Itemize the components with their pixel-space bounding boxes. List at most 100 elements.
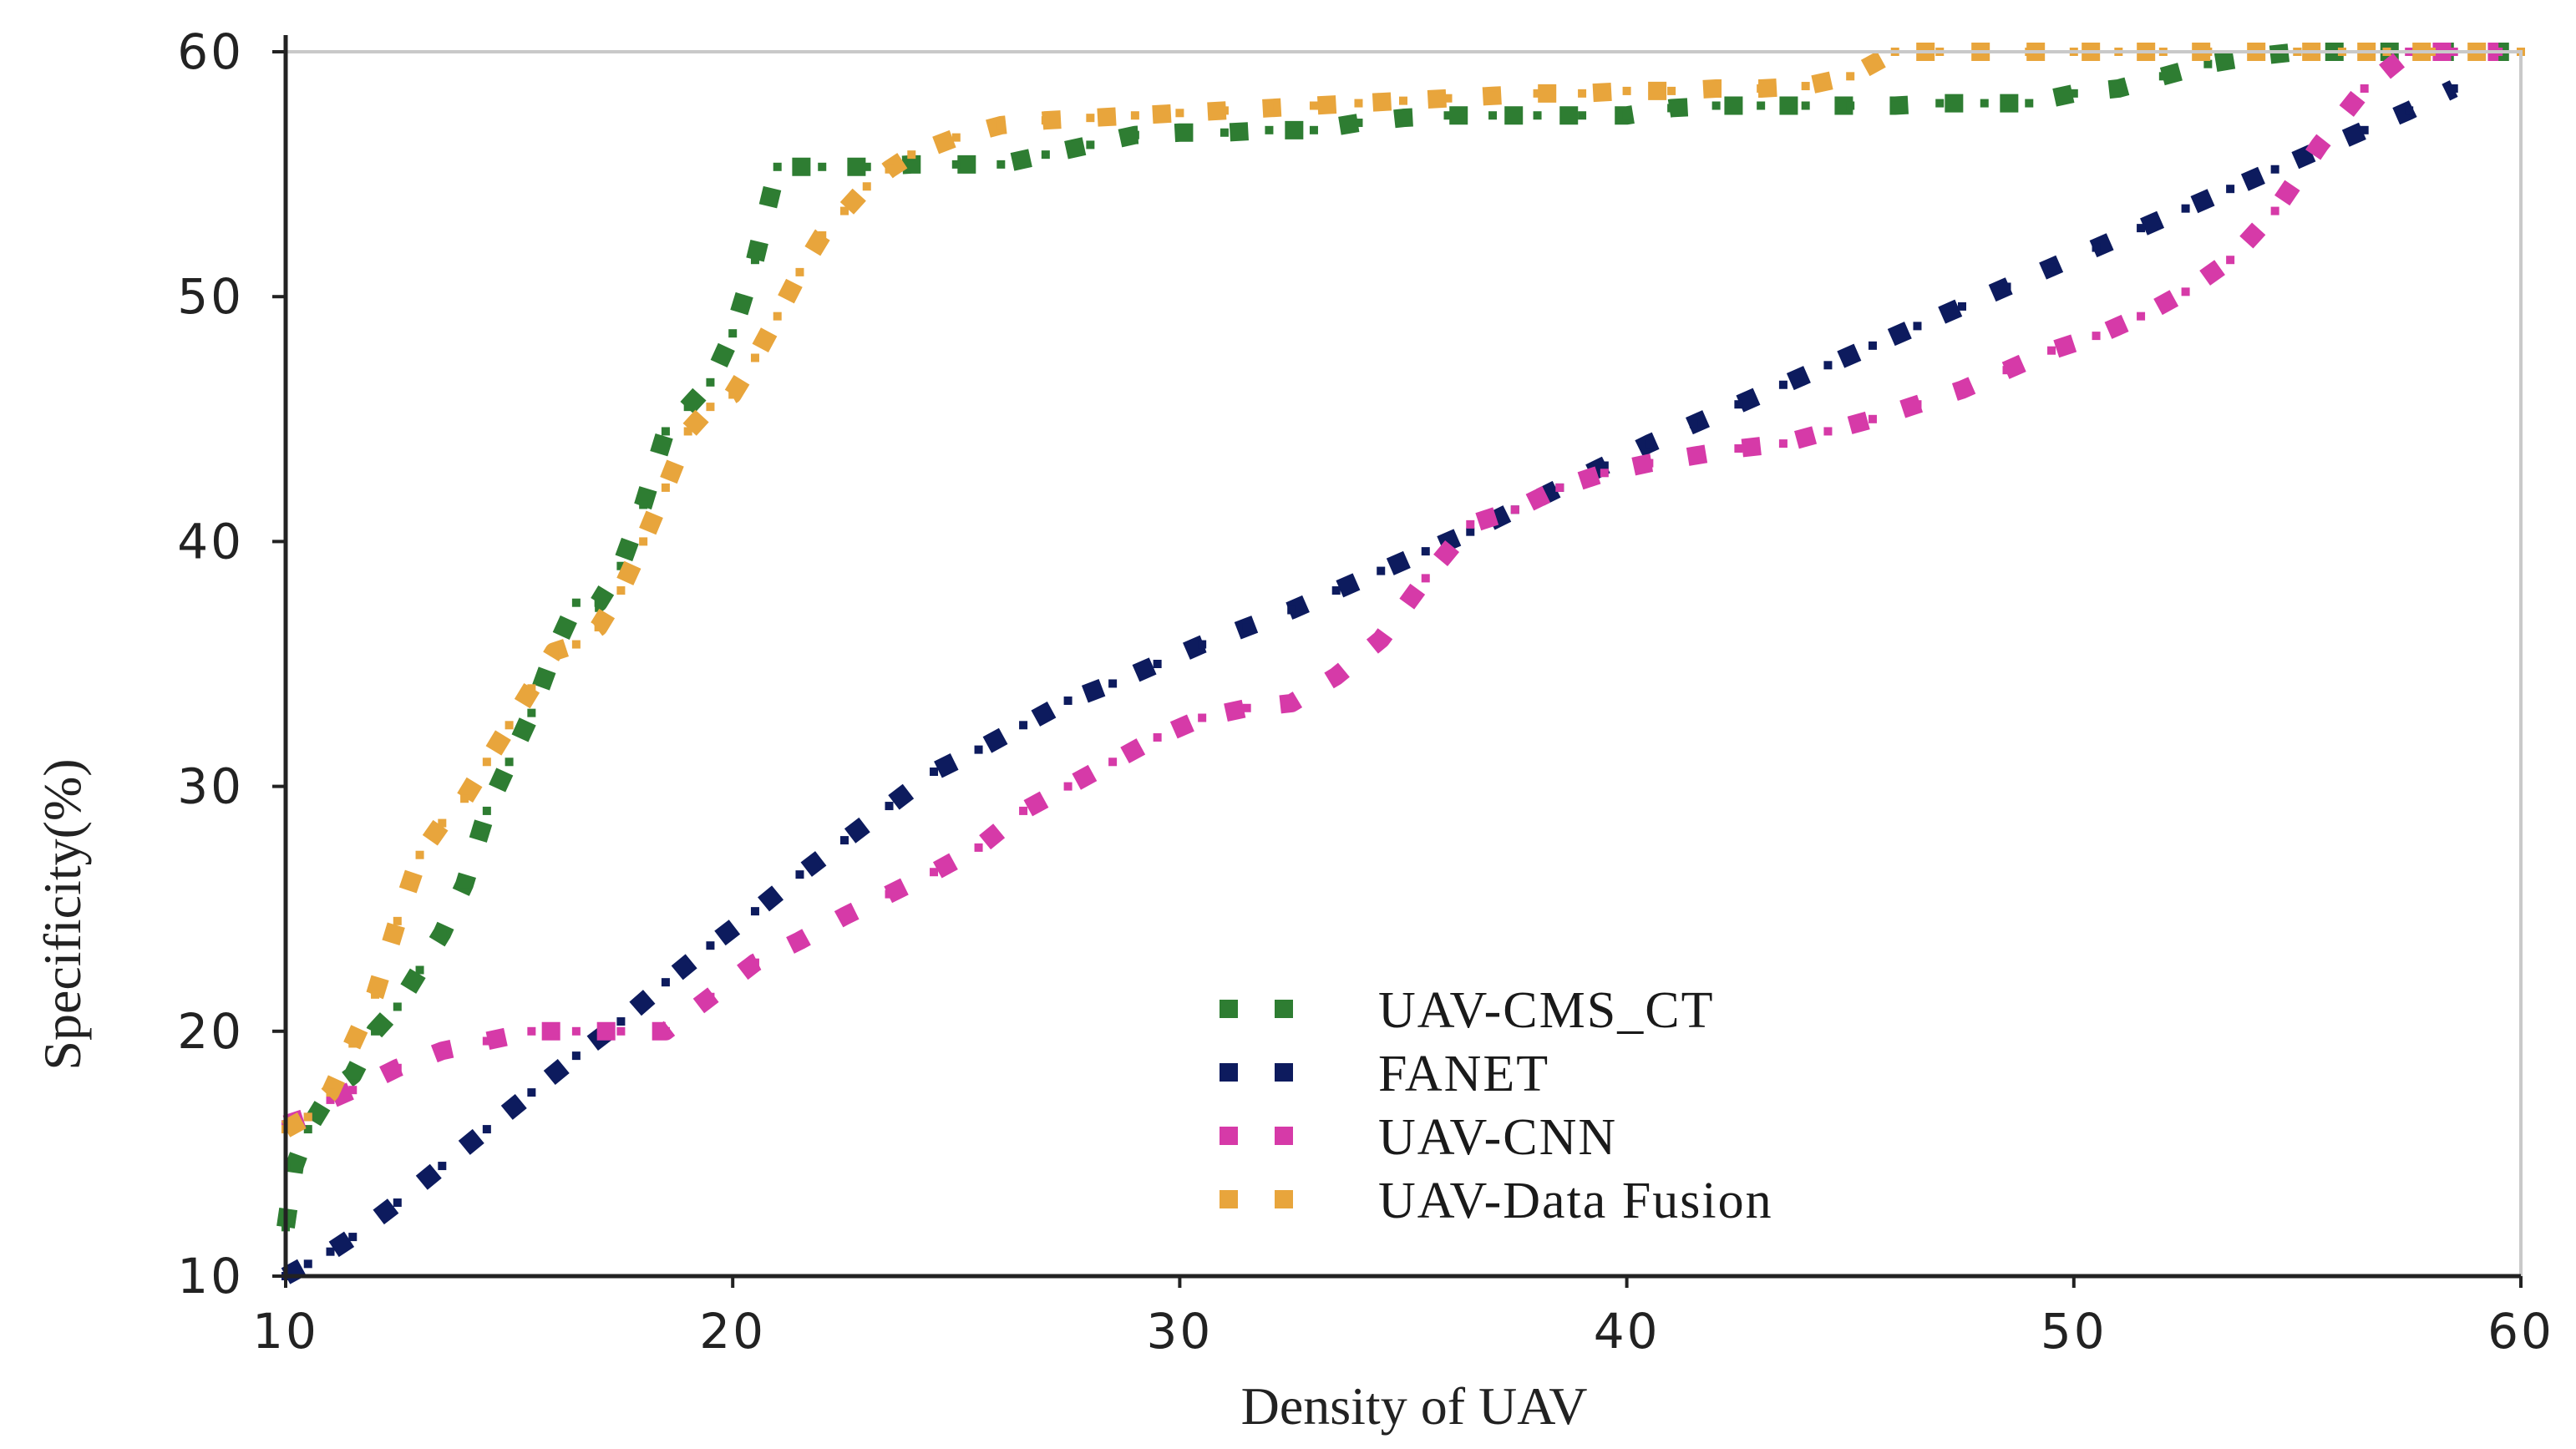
data-point bbox=[1421, 574, 1430, 583]
series-uav-cnn bbox=[281, 43, 2503, 1133]
data-point bbox=[1086, 140, 1095, 149]
data-point bbox=[616, 586, 626, 595]
x-tick-label: 30 bbox=[1146, 1303, 1213, 1360]
data-point bbox=[1331, 586, 1341, 595]
data-point bbox=[2025, 99, 2034, 108]
legend-label: UAV-CMS_CT bbox=[1378, 982, 1714, 1039]
data-point bbox=[1510, 505, 1519, 514]
data-point bbox=[639, 500, 648, 509]
data-point bbox=[460, 879, 469, 889]
data-point bbox=[415, 850, 424, 859]
data-point bbox=[996, 160, 1006, 169]
data-point bbox=[1801, 82, 1810, 91]
data-point bbox=[1778, 439, 1787, 448]
data-point bbox=[2137, 312, 2146, 321]
x-axis-label: Density of UAV bbox=[1241, 1376, 1588, 1436]
data-point bbox=[326, 1095, 335, 1104]
data-point bbox=[290, 1162, 299, 1171]
data-point bbox=[505, 721, 514, 730]
data-point bbox=[371, 990, 380, 999]
data-point bbox=[415, 965, 424, 975]
data-point bbox=[438, 1162, 447, 1171]
data-point bbox=[1533, 111, 1542, 120]
data-point bbox=[974, 745, 983, 754]
data-point bbox=[616, 1017, 626, 1026]
data-point bbox=[1645, 459, 1654, 468]
data-point bbox=[393, 916, 402, 925]
data-point bbox=[303, 1112, 312, 1122]
data-point bbox=[1086, 114, 1095, 123]
legend-label: UAV-Data Fusion bbox=[1378, 1173, 1773, 1229]
data-point bbox=[2069, 89, 2078, 98]
data-point bbox=[1354, 99, 1363, 108]
data-point bbox=[706, 941, 715, 950]
series-fanet bbox=[281, 80, 2458, 1284]
data-point bbox=[2315, 140, 2325, 149]
data-point bbox=[1488, 91, 1498, 100]
data-point bbox=[885, 889, 894, 899]
data-point bbox=[728, 390, 738, 399]
data-point bbox=[2181, 204, 2190, 213]
data-point bbox=[527, 708, 536, 717]
data-point bbox=[1801, 101, 1810, 110]
data-point bbox=[2360, 84, 2369, 93]
data-point bbox=[1689, 419, 1698, 428]
data-point bbox=[1913, 400, 1922, 409]
data-point bbox=[527, 684, 536, 693]
data-point bbox=[1890, 101, 1899, 110]
axes-layer bbox=[283, 35, 2523, 1279]
data-point bbox=[1958, 301, 1966, 311]
data-point bbox=[1287, 605, 1296, 615]
data-point bbox=[706, 403, 715, 412]
data-point bbox=[1220, 128, 1229, 137]
data-point bbox=[1443, 94, 1453, 103]
data-point bbox=[1667, 86, 1676, 95]
data-point bbox=[2158, 72, 2168, 81]
data-point bbox=[930, 868, 939, 877]
y-tick-label: 30 bbox=[177, 758, 244, 815]
data-point bbox=[326, 1247, 335, 1256]
data-point bbox=[348, 1039, 357, 1048]
data-point bbox=[348, 1086, 357, 1095]
data-point bbox=[1734, 400, 1743, 409]
data-point bbox=[527, 1088, 536, 1097]
data-point bbox=[1175, 128, 1184, 137]
data-point bbox=[2137, 224, 2146, 233]
data-point bbox=[661, 427, 670, 436]
data-point bbox=[1868, 341, 1877, 350]
data-point bbox=[907, 160, 916, 169]
data-point bbox=[930, 768, 939, 777]
data-point bbox=[1466, 519, 1475, 529]
data-point bbox=[1399, 96, 1407, 105]
data-point bbox=[2114, 84, 2123, 93]
x-tick-label: 60 bbox=[2487, 1303, 2554, 1360]
data-point bbox=[1846, 101, 1855, 110]
data-point bbox=[1711, 84, 1721, 93]
x-tick-label: 20 bbox=[699, 1303, 766, 1360]
data-point bbox=[571, 640, 581, 649]
data-point bbox=[1399, 114, 1407, 123]
data-point bbox=[728, 329, 738, 338]
data-point bbox=[706, 992, 715, 1001]
data-point bbox=[1778, 380, 1787, 389]
data-point bbox=[951, 160, 961, 169]
data-point bbox=[885, 802, 894, 811]
data-point bbox=[1958, 385, 1966, 394]
data-point bbox=[1689, 451, 1698, 460]
data-point bbox=[393, 1063, 402, 1072]
data-point bbox=[326, 1088, 335, 1097]
series-line bbox=[281, 80, 2458, 1284]
data-point bbox=[885, 165, 894, 174]
data-point bbox=[639, 537, 648, 546]
data-point bbox=[2270, 165, 2279, 174]
data-point bbox=[1711, 101, 1721, 110]
data-point bbox=[750, 907, 759, 916]
data-point bbox=[616, 561, 626, 570]
data-point bbox=[1130, 130, 1139, 139]
data-point bbox=[1578, 89, 1587, 98]
legend: UAV-CMS_CT FANET UAV-CNN UAV-Data Fusion bbox=[1220, 982, 1773, 1229]
data-point bbox=[1198, 640, 1207, 649]
legend-label: FANET bbox=[1378, 1046, 1549, 1102]
y-tick-label: 60 bbox=[177, 23, 244, 80]
data-point bbox=[840, 911, 849, 920]
